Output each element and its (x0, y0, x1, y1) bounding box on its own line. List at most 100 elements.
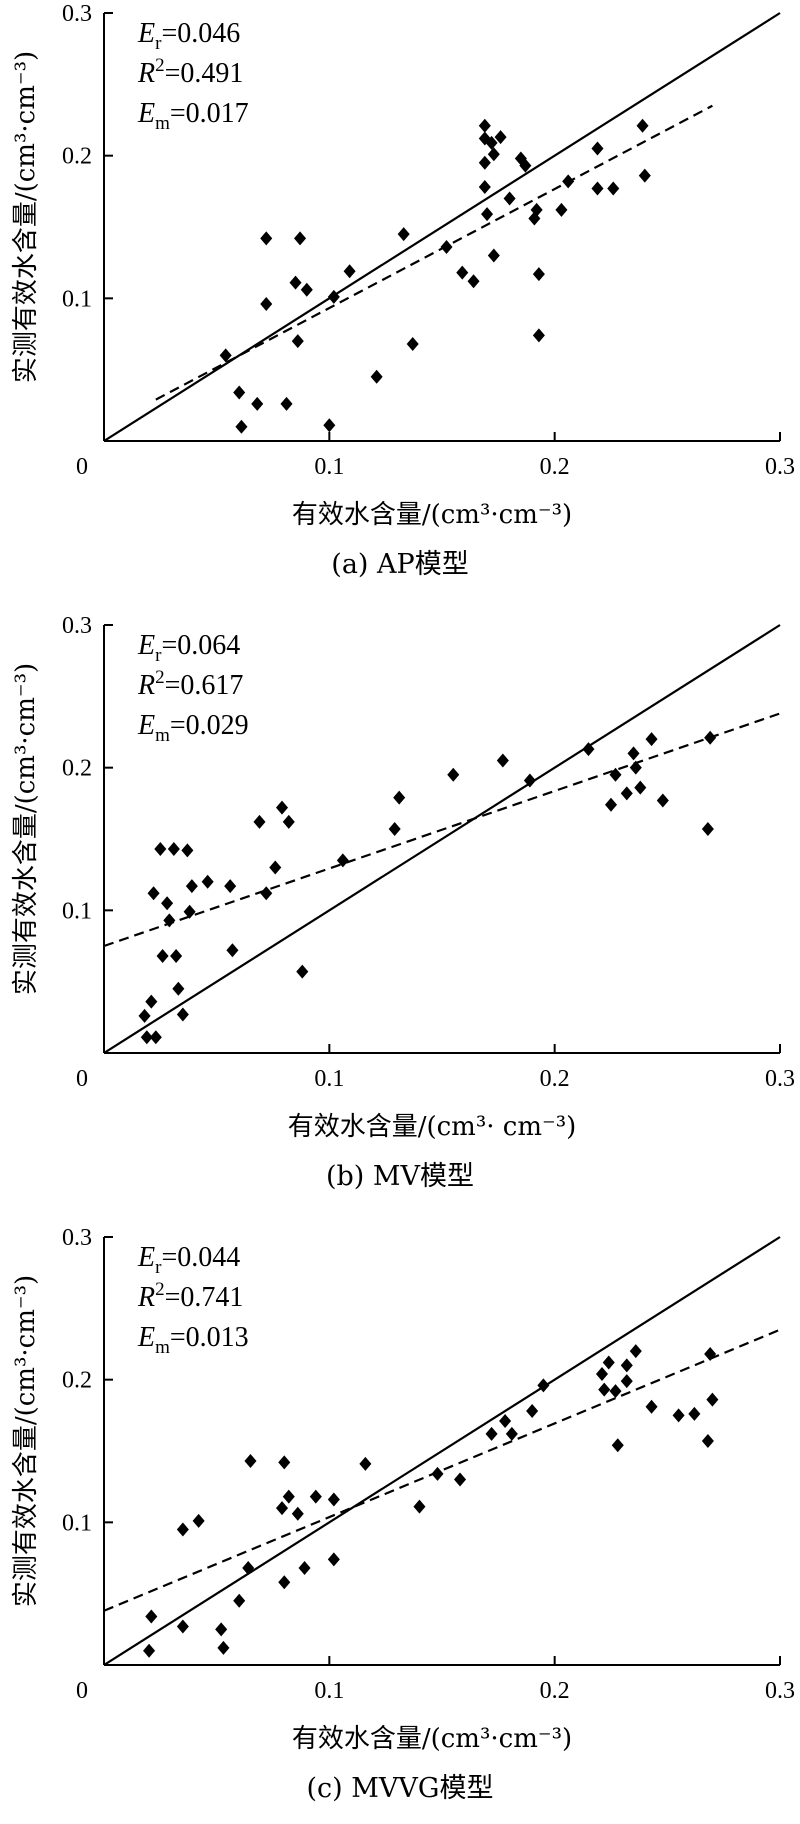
y-axis-label: 实测有效水含量/(cm³·cm⁻³) (11, 663, 41, 995)
data-point (181, 843, 194, 858)
y-tick-label: 0.3 (62, 1225, 92, 1251)
data-point (688, 1406, 701, 1421)
x-axis-label: 有效水含量/(cm³·cm⁻³) (292, 1724, 572, 1754)
data-point (327, 289, 340, 304)
data-point (431, 1466, 444, 1481)
y-axis-label: 实测有效水含量/(cm³·cm⁻³) (11, 51, 41, 383)
data-point (215, 1622, 228, 1637)
stat-label: Er=0.046 (137, 18, 240, 54)
data-point (176, 1007, 189, 1022)
data-point (481, 207, 494, 222)
data-point (595, 1366, 609, 1381)
data-point (201, 874, 214, 889)
data-point (147, 886, 160, 901)
data-point (233, 385, 246, 400)
data-point (167, 841, 180, 856)
data-point (275, 800, 289, 815)
stat-label: Em=0.029 (137, 710, 249, 746)
x-tick-label: 0 (76, 1066, 88, 1092)
data-point (447, 767, 460, 782)
data-point (185, 879, 198, 894)
data-point (526, 1404, 539, 1419)
identity-line (104, 1236, 781, 1665)
fit-line (155, 104, 713, 401)
y-tick-label: 0.1 (62, 286, 92, 312)
data-point (645, 732, 658, 747)
data-point (145, 1609, 158, 1624)
y-tick-label: 0.2 (62, 1368, 92, 1394)
data-point (370, 369, 383, 384)
data-point (503, 191, 516, 206)
data-point (478, 155, 491, 170)
data-point (183, 904, 196, 919)
data-point (656, 793, 669, 808)
data-point (440, 239, 453, 254)
data-point (602, 1355, 615, 1370)
data-point (172, 981, 185, 996)
data-point (523, 773, 536, 788)
data-point (704, 730, 717, 745)
data-point (253, 814, 266, 829)
data-point (251, 396, 264, 411)
data-point (275, 1501, 289, 1516)
data-point (289, 275, 302, 290)
data-point (327, 1552, 340, 1567)
data-point (609, 1384, 622, 1399)
data-point (397, 227, 410, 242)
data-point (634, 780, 647, 795)
data-point (176, 1619, 189, 1634)
data-point (282, 1489, 295, 1504)
x-tick-label: 0.3 (765, 1066, 795, 1092)
data-point (629, 1344, 642, 1359)
data-point (149, 1030, 162, 1045)
x-tick-label: 0 (76, 454, 88, 480)
data-point (309, 1489, 322, 1504)
data-point (244, 1453, 257, 1468)
data-point (242, 1560, 255, 1575)
data-point (406, 336, 419, 351)
data-point (145, 994, 158, 1009)
data-point (226, 943, 239, 958)
data-point (233, 1593, 246, 1608)
data-point (704, 1346, 717, 1361)
data-point (537, 1378, 550, 1393)
data-point (607, 181, 620, 196)
data-point (143, 1643, 156, 1658)
data-point (298, 1560, 311, 1575)
y-axis-label: 实测有效水含量/(cm³·cm⁻³) (11, 1275, 41, 1607)
data-point (555, 202, 568, 217)
data-point (604, 797, 618, 812)
data-point (336, 853, 349, 868)
data-point (359, 1456, 372, 1471)
x-tick-label: 0.1 (314, 1678, 344, 1704)
data-point (176, 1522, 189, 1537)
data-point (620, 1358, 633, 1373)
data-point (672, 1408, 685, 1423)
identity-line (104, 624, 781, 1053)
data-point (467, 274, 480, 289)
data-point (235, 419, 248, 434)
data-point (140, 1030, 153, 1045)
data-point (591, 141, 604, 156)
data-point (620, 786, 633, 801)
data-point (494, 130, 507, 145)
data-point (163, 913, 176, 928)
data-point (609, 767, 622, 782)
data-point (138, 1008, 151, 1023)
data-point (454, 1472, 467, 1487)
x-tick-label: 0.3 (765, 454, 795, 480)
data-point (282, 814, 295, 829)
data-point (706, 1392, 719, 1407)
data-point (413, 1499, 426, 1514)
data-point (217, 1640, 230, 1655)
data-point (280, 396, 293, 411)
chart-caption: (c) MVVG模型 (307, 1773, 494, 1804)
data-point (620, 1374, 633, 1389)
data-point (219, 348, 232, 363)
data-point (291, 1506, 304, 1521)
data-point (343, 264, 356, 279)
data-point (485, 135, 498, 150)
x-tick-label: 0.3 (765, 1678, 795, 1704)
